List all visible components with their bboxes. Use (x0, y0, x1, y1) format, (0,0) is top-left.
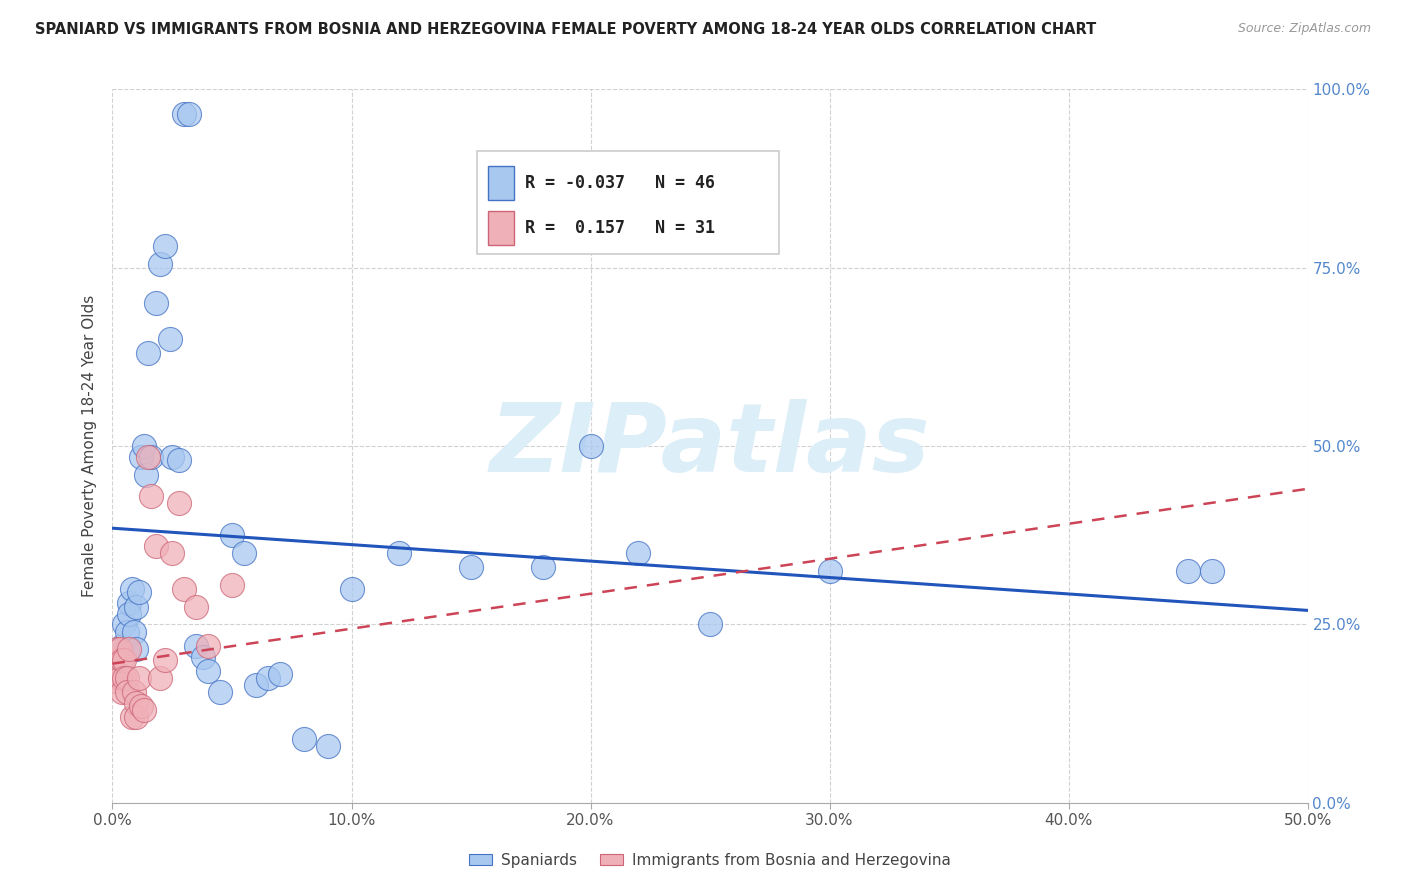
Point (139, 489, 162, 503)
Point (340, 582, 363, 596)
Point (118, 607, 141, 621)
Point (118, 642, 141, 657)
Point (197, 664, 219, 678)
Point (173, 582, 195, 596)
Point (221, 528, 243, 542)
Point (292, 731, 315, 746)
Text: R = -0.037   N = 46: R = -0.037 N = 46 (524, 174, 714, 193)
Point (209, 685, 232, 699)
Point (122, 624, 145, 639)
Point (159, 332, 181, 346)
Point (269, 667, 291, 681)
Text: R =  0.157   N = 31: R = 0.157 N = 31 (524, 219, 714, 237)
Point (186, 599, 208, 614)
Point (114, 617, 135, 632)
Y-axis label: Female Poverty Among 18-24 Year Olds: Female Poverty Among 18-24 Year Olds (82, 295, 97, 597)
Point (627, 546, 650, 560)
Point (108, 642, 131, 657)
Point (169, 453, 191, 467)
Point (118, 596, 141, 610)
Point (169, 496, 191, 510)
Point (460, 560, 482, 574)
Point (186, 639, 208, 653)
Point (699, 617, 721, 632)
Point (1201, 564, 1223, 578)
Point (105, 667, 128, 681)
Point (108, 671, 131, 685)
Point (105, 642, 128, 657)
Point (233, 546, 256, 560)
Point (531, 560, 554, 574)
Point (114, 653, 135, 667)
Point (1177, 564, 1199, 578)
Point (818, 564, 841, 578)
Point (111, 639, 134, 653)
Point (162, 546, 183, 560)
Point (316, 739, 339, 753)
Point (132, 439, 155, 453)
Point (129, 699, 152, 714)
Point (138, 346, 160, 360)
Point (138, 450, 160, 464)
Point (125, 710, 148, 724)
Point (125, 642, 148, 657)
Point (177, 107, 200, 121)
Point (153, 653, 176, 667)
Point (257, 671, 280, 685)
Legend: Spaniards, Immigrants from Bosnia and Herzegovina: Spaniards, Immigrants from Bosnia and He… (463, 847, 957, 873)
Point (128, 585, 150, 599)
Point (111, 685, 134, 699)
Point (579, 439, 602, 453)
Point (173, 107, 195, 121)
Point (153, 239, 176, 253)
Point (193, 649, 215, 664)
Point (162, 450, 183, 464)
Point (132, 703, 155, 717)
Point (104, 674, 127, 689)
Text: ZIPatlas: ZIPatlas (489, 400, 931, 492)
Point (145, 296, 167, 310)
Text: Source: ZipAtlas.com: Source: ZipAtlas.com (1237, 22, 1371, 36)
Point (125, 696, 148, 710)
Point (114, 671, 135, 685)
Point (388, 546, 411, 560)
Point (115, 685, 138, 699)
Point (122, 685, 145, 699)
Point (245, 678, 267, 692)
Point (104, 653, 127, 667)
Point (139, 450, 162, 464)
Point (121, 710, 143, 724)
Point (128, 671, 150, 685)
Point (221, 578, 243, 592)
Point (111, 653, 134, 667)
Point (197, 639, 219, 653)
Point (115, 624, 138, 639)
Point (121, 582, 143, 596)
Point (125, 599, 148, 614)
Point (115, 671, 138, 685)
Point (135, 467, 157, 482)
Point (108, 642, 131, 657)
Text: SPANIARD VS IMMIGRANTS FROM BOSNIA AND HERZEGOVINA FEMALE POVERTY AMONG 18-24 YE: SPANIARD VS IMMIGRANTS FROM BOSNIA AND H… (35, 22, 1097, 37)
Point (145, 539, 167, 553)
Point (115, 642, 138, 657)
Point (129, 450, 152, 464)
Point (149, 671, 172, 685)
Point (149, 257, 172, 271)
